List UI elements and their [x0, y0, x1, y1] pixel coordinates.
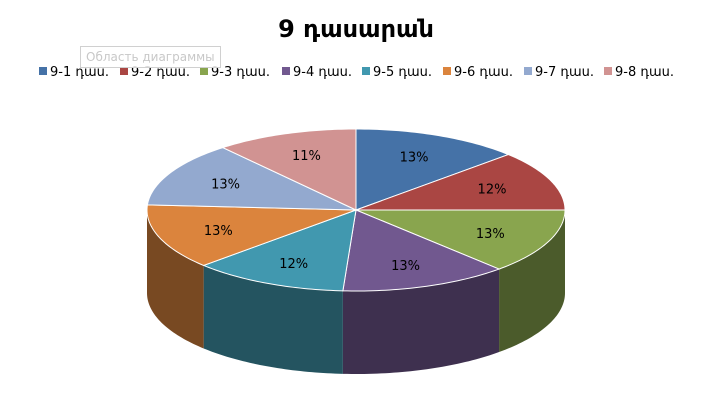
pie-side-5 [203, 265, 343, 374]
legend-item-2: 9-2 դաս. [120, 65, 190, 80]
legend-swatch [443, 67, 451, 75]
pie-slice-3[interactable] [355, 209, 566, 270]
legend-swatch [524, 67, 532, 75]
pie-side-4 [342, 269, 500, 374]
pie-slice-6[interactable] [146, 204, 357, 266]
legend-swatch [604, 67, 612, 75]
pie-sides [147, 210, 565, 374]
pie-slices [146, 128, 566, 292]
legend-swatch [200, 67, 208, 75]
legend-label: 9-6 դաս. [454, 65, 513, 80]
data-labels: 13% 12% 13% 13% 12% 13% 13% 11% [204, 149, 507, 274]
pie-slice-5[interactable] [202, 209, 357, 292]
data-label-3: 13% [476, 227, 505, 242]
legend-swatch [39, 67, 47, 75]
legend: 9-1 դաս. 9-2 դաս. 9-3 դաս. 9-4 դաս. 9-5 դաս.… [39, 65, 674, 80]
legend-label: 9-8 դաս. [615, 65, 674, 80]
pie-side-3 [499, 210, 565, 353]
chart-title: 9 դասարան [278, 15, 434, 43]
legend-label: 9-3 դաս. [211, 65, 270, 80]
legend-item-7: 9-7 դաս. [524, 65, 594, 80]
data-label-2: 12% [478, 183, 507, 198]
pie-slice-2[interactable] [355, 154, 566, 211]
legend-item-4: 9-4 դաս. [282, 65, 352, 80]
legend-item-1: 9-1 դաս. [39, 65, 109, 80]
legend-swatch [120, 67, 128, 75]
legend-item-8: 9-8 դաս. [604, 65, 674, 80]
data-label-4: 13% [391, 259, 420, 274]
legend-swatch [282, 67, 290, 75]
pie-slice-4[interactable] [342, 209, 501, 292]
legend-label: 9-4 դաս. [293, 65, 352, 80]
pie-slice-1[interactable] [355, 128, 510, 211]
data-label-6: 13% [204, 224, 233, 239]
legend-label: 9-7 դաս. [535, 65, 594, 80]
legend-swatch [362, 67, 370, 75]
data-label-8: 11% [292, 149, 321, 164]
legend-item-3: 9-3 դաս. [200, 65, 270, 80]
pie-slice-8[interactable] [221, 128, 357, 211]
legend-label: 9-2 դաս. [131, 65, 190, 80]
pie-slice-7[interactable] [146, 147, 357, 211]
legend-item-6: 9-6 դաս. [443, 65, 513, 80]
legend-label: 9-5 դաս. [373, 65, 432, 80]
legend-label: 9-1 դաս. [50, 65, 109, 80]
data-label-1: 13% [400, 151, 429, 166]
data-label-7: 13% [211, 178, 240, 193]
pie-side-6 [147, 210, 204, 349]
chart-area-tooltip: Область диаграммы [80, 46, 221, 68]
legend-item-5: 9-5 դաս. [362, 65, 432, 80]
data-label-5: 12% [279, 257, 308, 272]
